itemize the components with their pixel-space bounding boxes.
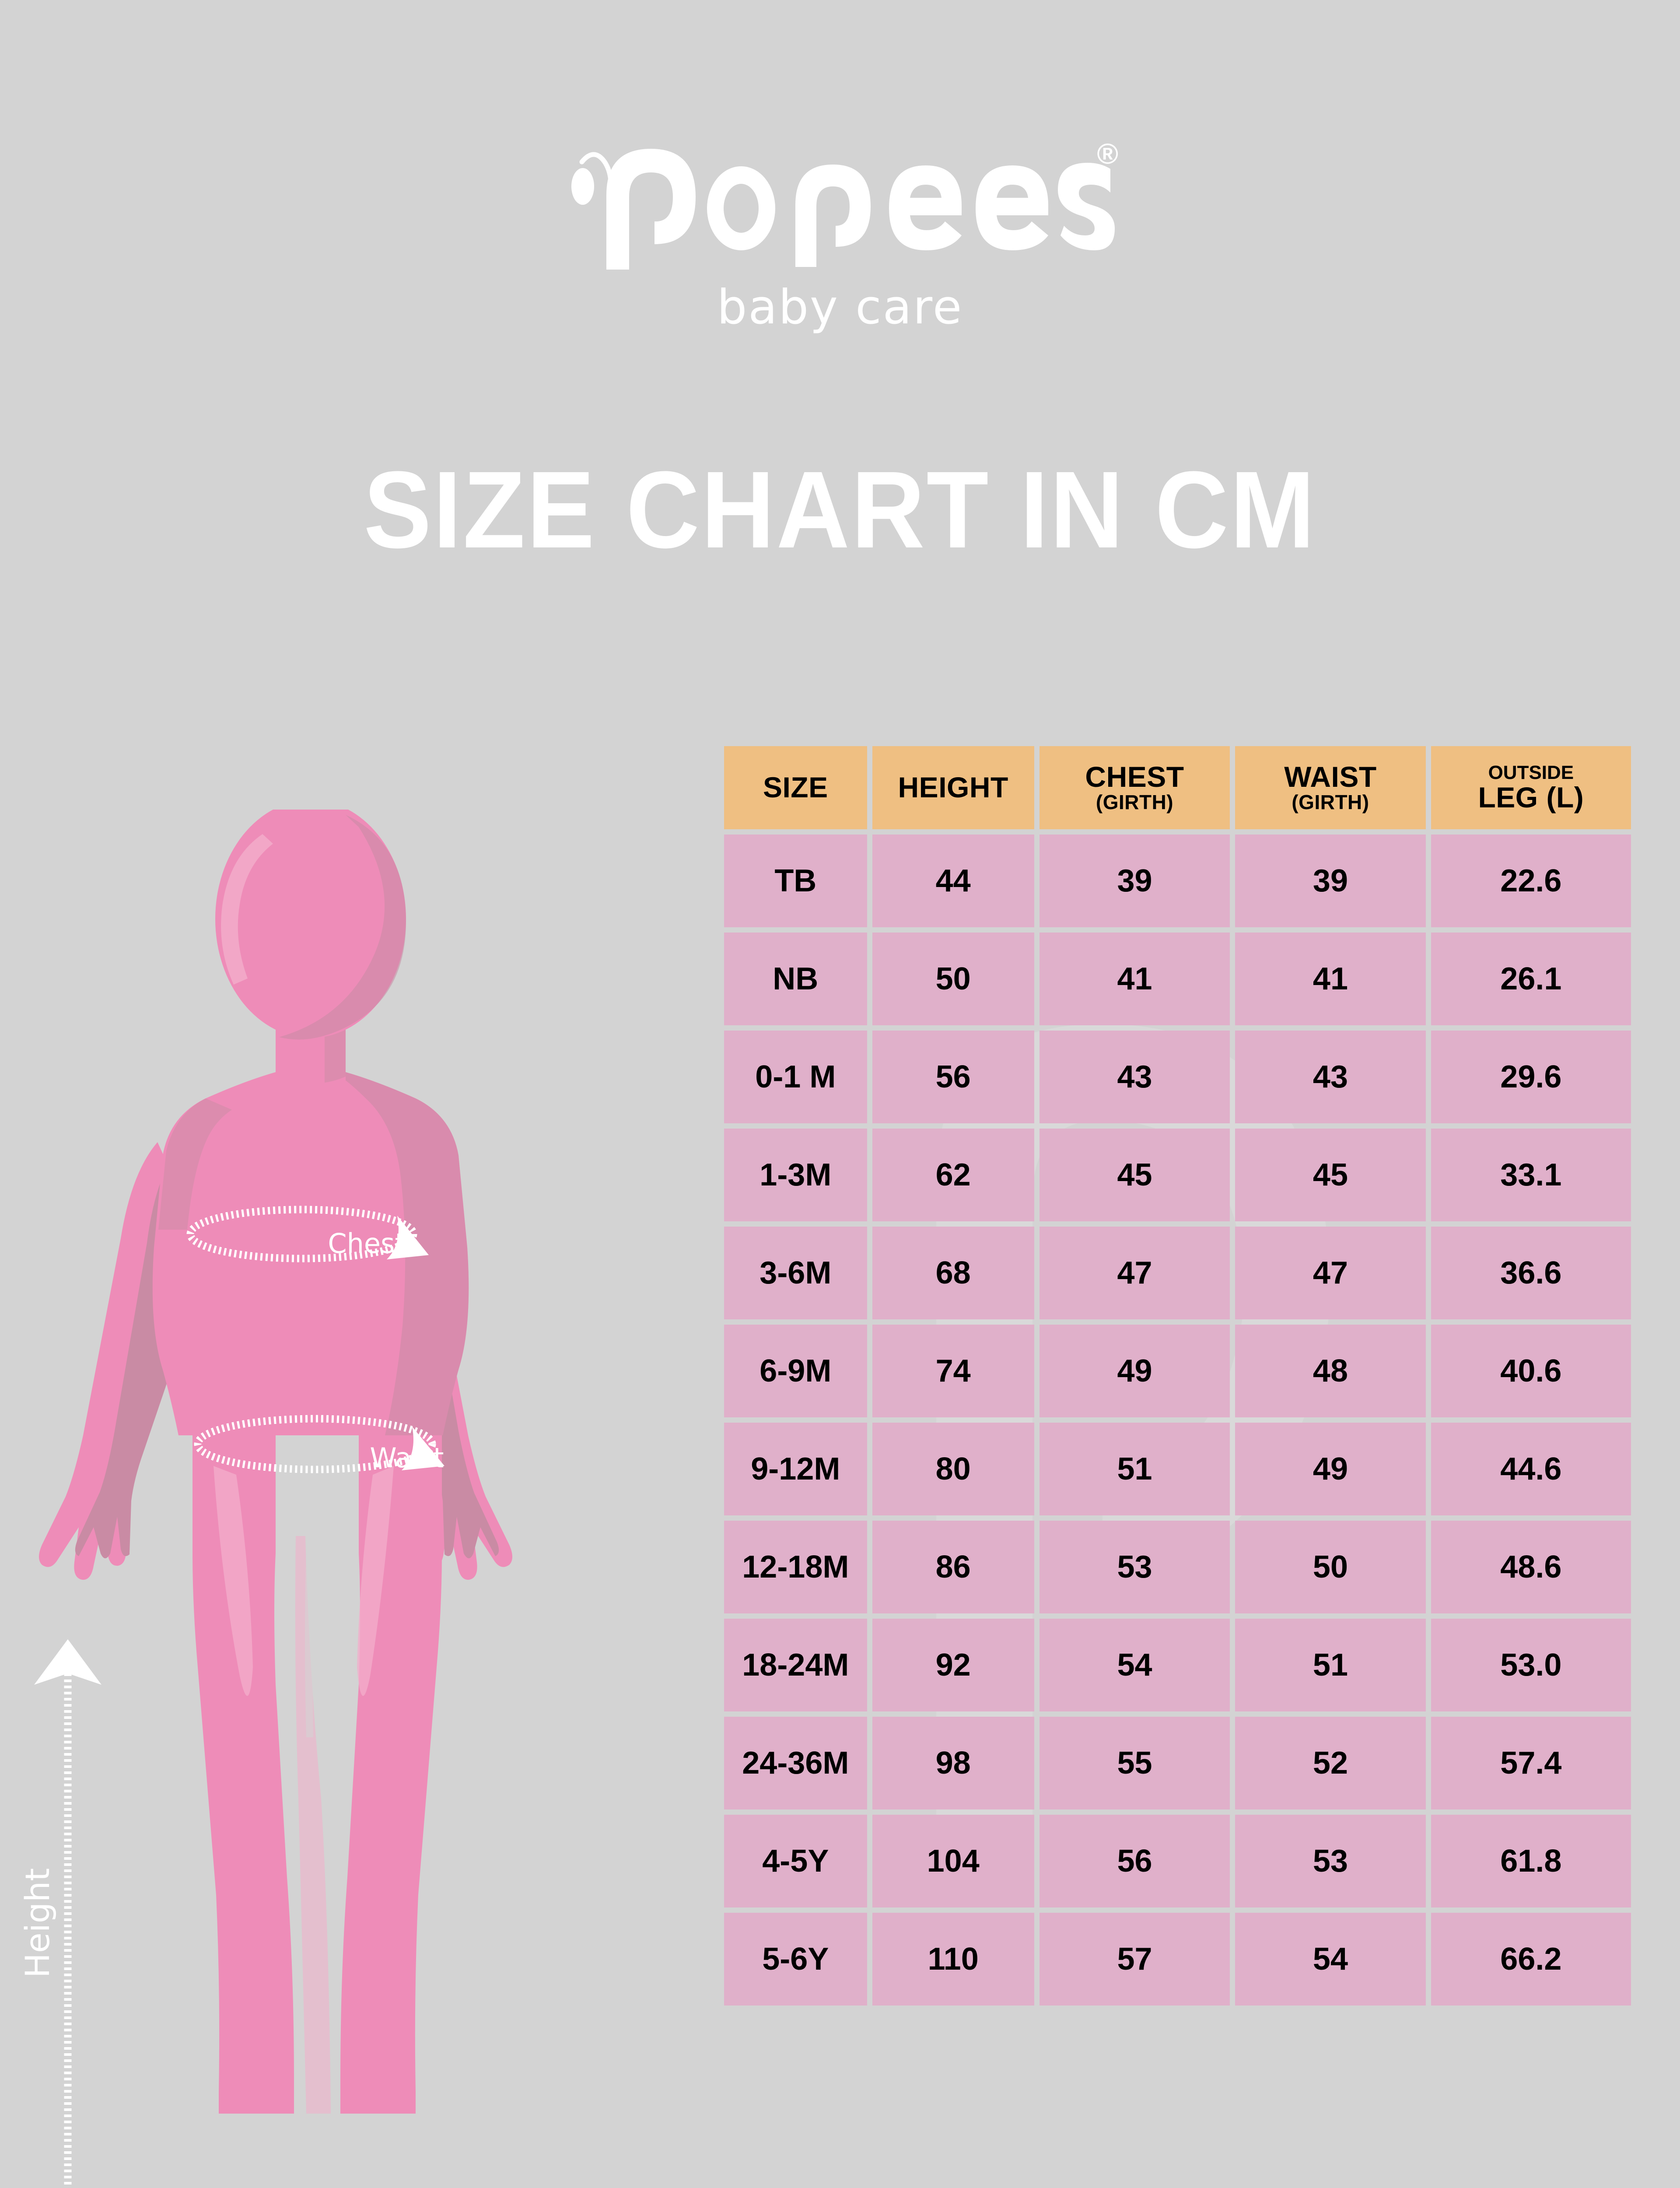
cell-height: 50 [872, 933, 1034, 1025]
cell-chest: 41 [1039, 933, 1230, 1025]
table-row: 4-5Y 104 56 53 61.8 [724, 1815, 1631, 1907]
cell-leg: 66.2 [1431, 1913, 1631, 2006]
table-row: NB 50 41 41 26.1 [724, 933, 1631, 1025]
cell-leg: 40.6 [1431, 1325, 1631, 1417]
cell-leg: 36.6 [1431, 1227, 1631, 1319]
mannequin-illustration [39, 810, 512, 2114]
cell-size: 1-3M [724, 1129, 867, 1221]
cell-height: 86 [872, 1521, 1034, 1613]
cell-size: 9-12M [724, 1423, 867, 1515]
cell-size: NB [724, 933, 867, 1025]
height-arrow-icon [34, 1639, 102, 2188]
cell-waist: 45 [1235, 1129, 1426, 1221]
column-header-height: HEIGHT [872, 746, 1034, 829]
column-header-outside-leg: OUTSIDE LEG (L) [1431, 746, 1631, 829]
cell-height: 104 [872, 1815, 1034, 1907]
cell-size: 12-18M [724, 1521, 867, 1613]
column-header-chest: CHEST (GIRTH) [1039, 746, 1230, 829]
table-row: 0-1 M 56 43 43 29.6 [724, 1031, 1631, 1123]
popees-wordmark: ® [564, 131, 1118, 276]
measurement-figure-panel: Chest Waist Height [0, 810, 718, 2188]
cell-chest: 57 [1039, 1913, 1230, 2006]
cell-chest: 45 [1039, 1129, 1230, 1221]
table-row: 12-18M 86 53 50 48.6 [724, 1521, 1631, 1613]
cell-waist: 51 [1235, 1619, 1426, 1711]
cell-waist: 49 [1235, 1423, 1426, 1515]
cell-leg: 22.6 [1431, 835, 1631, 927]
cell-waist: 41 [1235, 933, 1426, 1025]
popees-wordmark-glyphs [571, 149, 1115, 270]
cell-chest: 56 [1039, 1815, 1230, 1907]
cell-leg: 61.8 [1431, 1815, 1631, 1907]
cell-size: 24-36M [724, 1717, 867, 1809]
cell-waist: 43 [1235, 1031, 1426, 1123]
cell-chest: 54 [1039, 1619, 1230, 1711]
cell-chest: 43 [1039, 1031, 1230, 1123]
cell-height: 68 [872, 1227, 1034, 1319]
cell-leg: 44.6 [1431, 1423, 1631, 1515]
brand-logo: ® baby care [0, 131, 1680, 335]
cell-height: 110 [872, 1913, 1034, 2006]
cell-waist: 48 [1235, 1325, 1426, 1417]
cell-waist: 47 [1235, 1227, 1426, 1319]
chest-measure-label: Chest [328, 1227, 406, 1259]
cell-height: 56 [872, 1031, 1034, 1123]
cell-leg: 57.4 [1431, 1717, 1631, 1809]
cell-size: 0-1 M [724, 1031, 867, 1123]
page-title: SIZE CHART IN CM [364, 449, 1316, 571]
cell-waist: 52 [1235, 1717, 1426, 1809]
table-row: 5-6Y 110 57 54 66.2 [724, 1913, 1631, 2006]
cell-chest: 47 [1039, 1227, 1230, 1319]
cell-chest: 53 [1039, 1521, 1230, 1613]
table-row: TB 44 39 39 22.6 [724, 835, 1631, 927]
cell-height: 98 [872, 1717, 1034, 1809]
cell-leg: 33.1 [1431, 1129, 1631, 1221]
cell-height: 92 [872, 1619, 1034, 1711]
cell-waist: 54 [1235, 1913, 1426, 2006]
cell-leg: 53.0 [1431, 1619, 1631, 1711]
registered-trademark-icon: ® [1097, 137, 1118, 170]
cell-chest: 49 [1039, 1325, 1230, 1417]
table-row: 24-36M 98 55 52 57.4 [724, 1717, 1631, 1809]
cell-waist: 39 [1235, 835, 1426, 927]
cell-size: 5-6Y [724, 1913, 867, 2006]
table-body: TB 44 39 39 22.6 NB 50 41 41 26.1 0-1 M 56 43 43 29.6 1… [724, 835, 1631, 2006]
cell-size: 18-24M [724, 1619, 867, 1711]
cell-height: 80 [872, 1423, 1034, 1515]
table-row: 9-12M 80 51 49 44.6 [724, 1423, 1631, 1515]
cell-size: 6-9M [724, 1325, 867, 1417]
table-row: 3-6M 68 47 47 36.6 [724, 1227, 1631, 1319]
cell-size: 4-5Y [724, 1815, 867, 1907]
cell-chest: 39 [1039, 835, 1230, 927]
waist-measure-label: Waist [370, 1442, 444, 1474]
table-row: 18-24M 92 54 51 53.0 [724, 1619, 1631, 1711]
cell-size: TB [724, 835, 867, 927]
cell-leg: 48.6 [1431, 1521, 1631, 1613]
cell-size: 3-6M [724, 1227, 867, 1319]
cell-waist: 53 [1235, 1815, 1426, 1907]
height-measure-label: Height [18, 1868, 57, 1978]
cell-height: 62 [872, 1129, 1034, 1221]
table-header-row: SIZE HEIGHT CHEST (GIRTH) WAIST (GIRTH) … [724, 746, 1631, 829]
cell-chest: 51 [1039, 1423, 1230, 1515]
size-chart-table: SIZE HEIGHT CHEST (GIRTH) WAIST (GIRTH) … [719, 741, 1636, 2011]
table-row: 1-3M 62 45 45 33.1 [724, 1129, 1631, 1221]
brand-tagline: baby care [717, 280, 963, 335]
column-header-size: SIZE [724, 746, 867, 829]
table-row: 6-9M 74 49 48 40.6 [724, 1325, 1631, 1417]
cell-chest: 55 [1039, 1717, 1230, 1809]
cell-waist: 50 [1235, 1521, 1426, 1613]
cell-height: 44 [872, 835, 1034, 927]
cell-leg: 29.6 [1431, 1031, 1631, 1123]
cell-height: 74 [872, 1325, 1034, 1417]
column-header-waist: WAIST (GIRTH) [1235, 746, 1426, 829]
cell-leg: 26.1 [1431, 933, 1631, 1025]
